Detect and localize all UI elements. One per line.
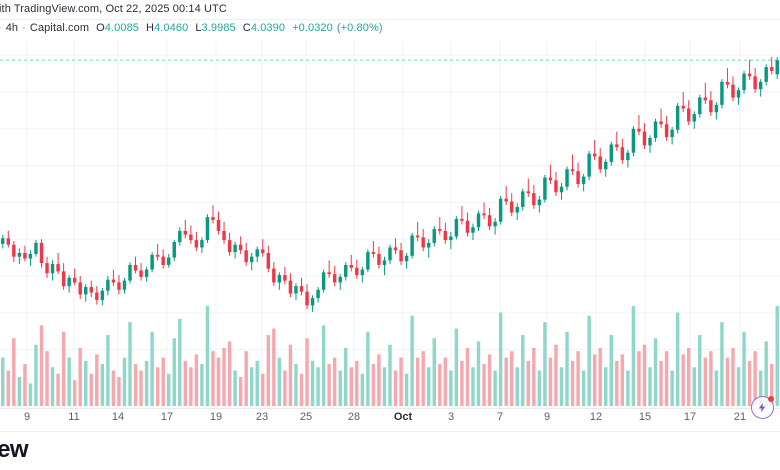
time-axis-tick: 17 — [683, 411, 697, 423]
low-value: 3.9985 — [201, 22, 236, 34]
low-label: L — [195, 22, 202, 34]
time-axis-tick: 7 — [496, 411, 504, 423]
footer-divider — [0, 431, 780, 432]
header-divider — [0, 19, 780, 20]
legend-separator-1: · — [0, 22, 2, 34]
chart-legend: GUSD)·4h·Capital.comO4.0085H4.0460L3.998… — [0, 22, 383, 34]
time-axis-tick: 9 — [23, 411, 31, 423]
open-label: O — [96, 22, 105, 34]
candlestick-svg — [0, 38, 780, 408]
high-value: 4.0460 — [154, 22, 189, 34]
time-axis-tick: 17 — [160, 411, 174, 423]
close-value: 4.0390 — [250, 22, 286, 34]
time-axis-tick: 28 — [347, 411, 361, 423]
source-label[interactable]: Capital.com — [29, 22, 90, 34]
bolt-icon — [752, 397, 773, 418]
change-value: +0.0320 — [292, 22, 333, 34]
time-axis-tick: 14 — [111, 411, 125, 423]
high-label: H — [146, 22, 155, 34]
attribution-text: ated with TradingView.com, Oct 22, 2025 … — [0, 3, 227, 15]
quick-action-button[interactable] — [751, 396, 774, 419]
time-axis[interactable]: 9 11 14 17 19 23 25 28 Oct 3 7 9 12 15 17 21 — [0, 409, 780, 427]
open-value: 4.0085 — [104, 22, 140, 34]
time-axis-tick: 3 — [447, 411, 455, 423]
time-axis-tick: 11 — [68, 411, 80, 423]
time-axis-tick: 25 — [299, 411, 313, 423]
time-axis-tick: 15 — [638, 411, 652, 423]
legend-separator-2: · — [22, 22, 26, 34]
time-axis-divider — [0, 408, 780, 409]
close-label: C — [242, 22, 251, 34]
time-axis-tick: 12 — [589, 411, 603, 423]
chart-plot-area[interactable] — [0, 38, 780, 408]
time-axis-tick: Oct — [393, 411, 413, 423]
interval-label[interactable]: 4h — [5, 22, 19, 34]
tradingview-watermark: gView — [0, 436, 29, 463]
time-axis-tick: 9 — [543, 411, 551, 423]
time-axis-tick: 21 — [733, 411, 747, 423]
change-percent: (+0.80%) — [336, 22, 383, 34]
notification-dot-icon — [768, 396, 774, 402]
time-axis-tick: 19 — [209, 411, 223, 423]
time-axis-tick: 23 — [255, 411, 269, 423]
